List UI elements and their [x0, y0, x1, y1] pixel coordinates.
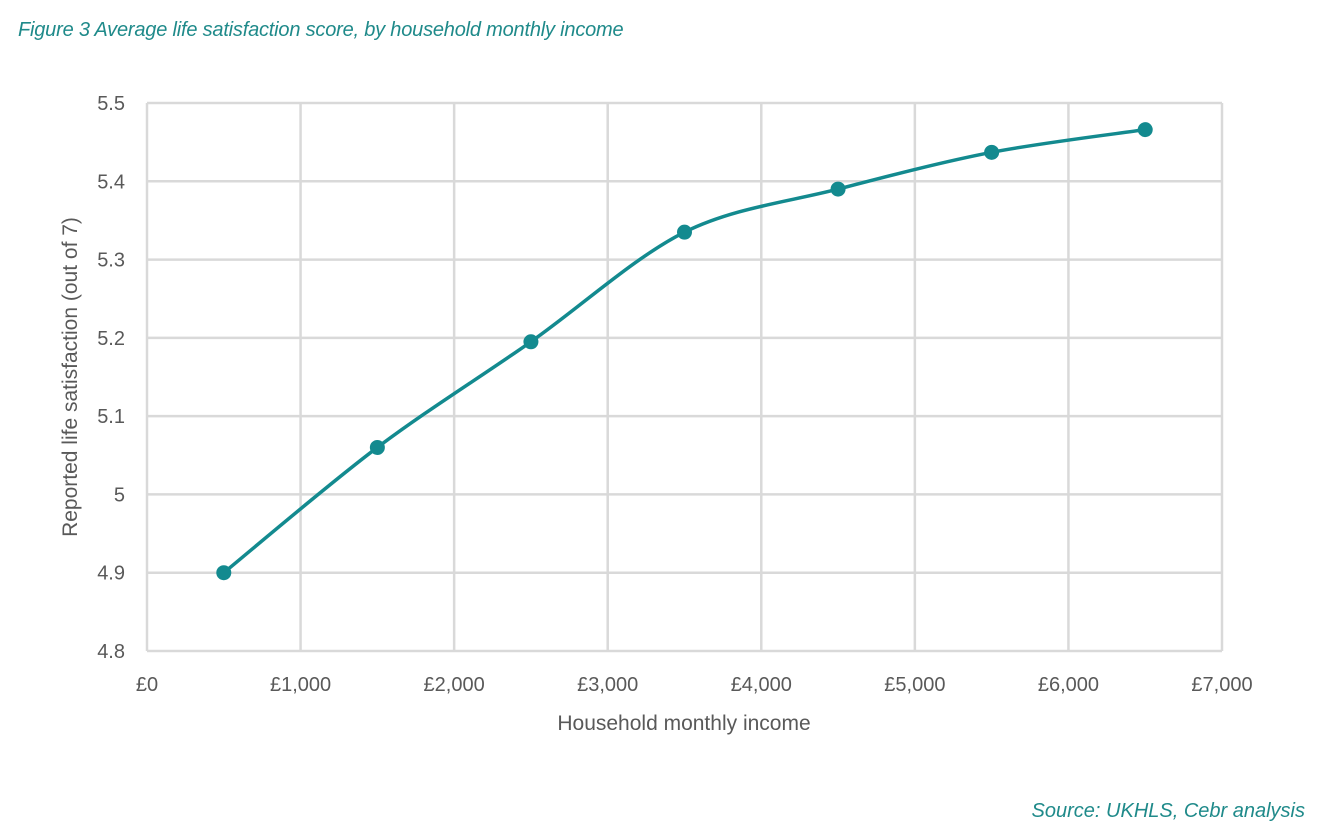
y-tick-label: 5.4 — [97, 171, 125, 193]
x-tick-label: £4,000 — [731, 674, 792, 696]
data-point — [523, 334, 539, 350]
x-tick-label: £3,000 — [577, 674, 638, 696]
x-tick-label: £5,000 — [884, 674, 945, 696]
series-line — [222, 127, 1147, 575]
gridlines — [145, 101, 1224, 653]
x-tick-label: £7,000 — [1191, 674, 1252, 696]
data-point — [677, 224, 692, 240]
data-point — [216, 565, 232, 581]
data-point — [830, 181, 846, 197]
x-tick-label: £1,000 — [270, 674, 331, 696]
y-tick-label: 5 — [114, 484, 125, 506]
y-tick-label: 5.5 — [97, 93, 125, 115]
source-note: Source: UKHLS, Cebr analysis — [1031, 800, 1305, 822]
y-tick-label: 4.8 — [97, 641, 125, 663]
x-tick-label: £0 — [136, 674, 158, 696]
x-tick-label: £6,000 — [1038, 674, 1099, 696]
y-axis-ticks: 4.8 4.9 5 5.1 5.2 5.3 5.4 5.5 — [97, 93, 125, 663]
data-point — [1137, 122, 1153, 138]
data-point — [984, 144, 1000, 160]
y-tick-label: 4.9 — [97, 563, 125, 585]
x-tick-label: £2,000 — [424, 674, 485, 696]
data-point — [369, 439, 385, 455]
x-axis-ticks: £0 £1,000 £2,000 £3,000 £4,000 £5,000 £6,000 £7… — [136, 674, 1253, 696]
y-tick-label: 5.3 — [97, 250, 125, 272]
figure-title: Figure 3 Average life satisfaction score… — [18, 19, 624, 41]
data-point-markers — [216, 122, 1153, 581]
y-tick-label: 5.1 — [97, 406, 125, 428]
y-axis-title: Reported life satisfaction (out of 7) — [59, 217, 82, 537]
y-tick-label: 5.2 — [97, 328, 125, 350]
x-axis-title: Household monthly income — [557, 712, 810, 735]
